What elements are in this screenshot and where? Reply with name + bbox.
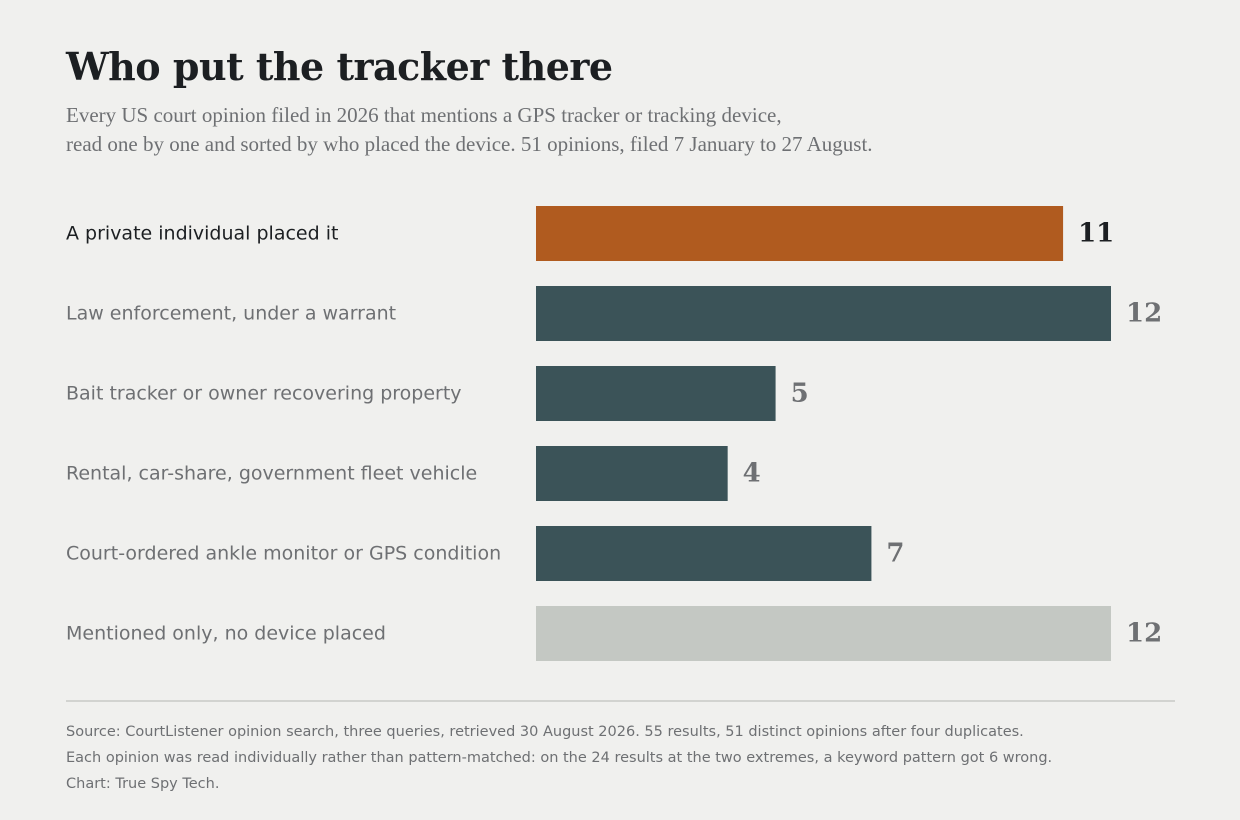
bar: [536, 526, 872, 581]
chart-subtitle: Every US court opinion filed in 2026 tha…: [66, 101, 873, 159]
source-note: Source: CourtListener opinion search, th…: [66, 724, 1024, 740]
value-label: 7: [886, 539, 904, 569]
category-label: Rental, car-share, government fleet vehi…: [66, 463, 477, 485]
bar-chart: A private individual placed it 11 Law enfo…: [66, 206, 1162, 661]
category-label: Law enforcement, under a warrant: [66, 303, 396, 325]
footer-divider: [66, 700, 1175, 702]
value-label: 11: [1078, 219, 1114, 249]
category-label: Bait tracker or owner recovering propert…: [66, 383, 462, 405]
credit-note: Chart: True Spy Tech.: [66, 776, 220, 792]
bar: [536, 366, 776, 421]
subtitle-line: read one by one and sorted by who placed…: [66, 132, 873, 156]
bar: [536, 606, 1111, 661]
value-label: 5: [791, 379, 809, 409]
value-label: 4: [743, 459, 761, 489]
category-label: Mentioned only, no device placed: [66, 623, 386, 645]
chart-title: Who put the tracker there: [66, 44, 613, 89]
category-label: A private individual placed it: [66, 223, 338, 245]
bar: [536, 206, 1064, 261]
subtitle-line: Every US court opinion filed in 2026 tha…: [66, 103, 782, 127]
category-label: Court-ordered ankle monitor or GPS condi…: [66, 543, 501, 565]
bar: [536, 286, 1111, 341]
chart-notes: Source: CourtListener opinion search, th…: [66, 719, 1052, 797]
value-label: 12: [1126, 299, 1162, 329]
bar: [536, 446, 728, 501]
value-label: 12: [1126, 619, 1162, 649]
method-note: Each opinion was read individually rathe…: [66, 750, 1053, 766]
